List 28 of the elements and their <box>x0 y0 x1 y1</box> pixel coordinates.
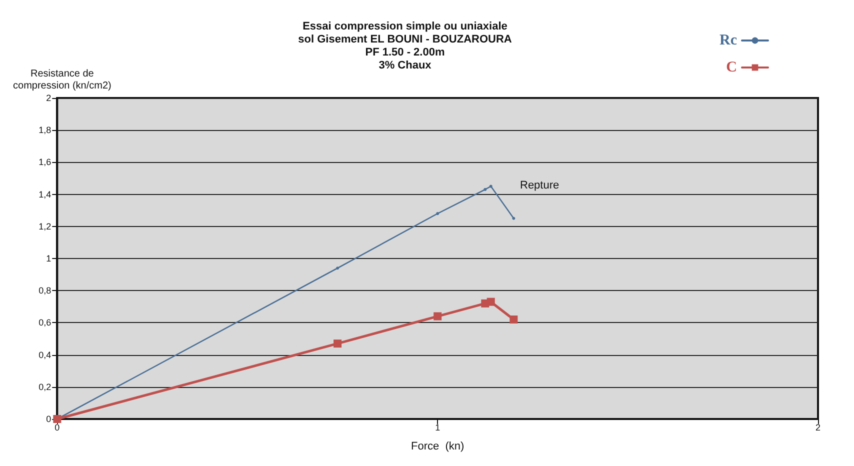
point <box>336 266 340 270</box>
point <box>484 188 487 191</box>
point <box>436 212 440 216</box>
legend-label: C <box>726 60 737 76</box>
y-axis-title: Resistance de compression (kn/cm2) <box>13 68 112 92</box>
y-tick-label: 0,4 <box>38 350 52 360</box>
y-tick-label: 0,8 <box>38 286 52 296</box>
x-tick-label: 2 <box>815 422 821 432</box>
y-tick-label: 0,6 <box>38 318 52 328</box>
chart-title: Essai compression simple ou uniaxiale sol Gisement EL BOUNI - BOUZAROURA PF 1.50 - 2.00m 3% Chaux <box>298 20 512 72</box>
annotation: Repture <box>520 180 560 192</box>
point <box>334 340 342 348</box>
legend-label: Rc <box>720 32 738 48</box>
y-tick-label: 1,2 <box>38 221 52 232</box>
x-axis-title: Force (kn) <box>410 440 464 452</box>
x-tick-label: 1 <box>435 422 440 432</box>
point <box>434 312 442 320</box>
y-tick-label: 0,2 <box>38 382 52 392</box>
point <box>486 298 495 306</box>
point <box>510 315 518 324</box>
x-tick-label: 0 <box>54 422 60 432</box>
y-tick-label: 1,4 <box>38 189 52 200</box>
y-tick-label: 1,6 <box>38 157 52 168</box>
y-tick-label: 1,8 <box>38 125 52 136</box>
y-tick-label: 0 <box>46 414 52 424</box>
y-tick-label: 1 <box>46 254 52 264</box>
point <box>512 216 516 220</box>
y-tick-label: 2 <box>46 93 52 103</box>
